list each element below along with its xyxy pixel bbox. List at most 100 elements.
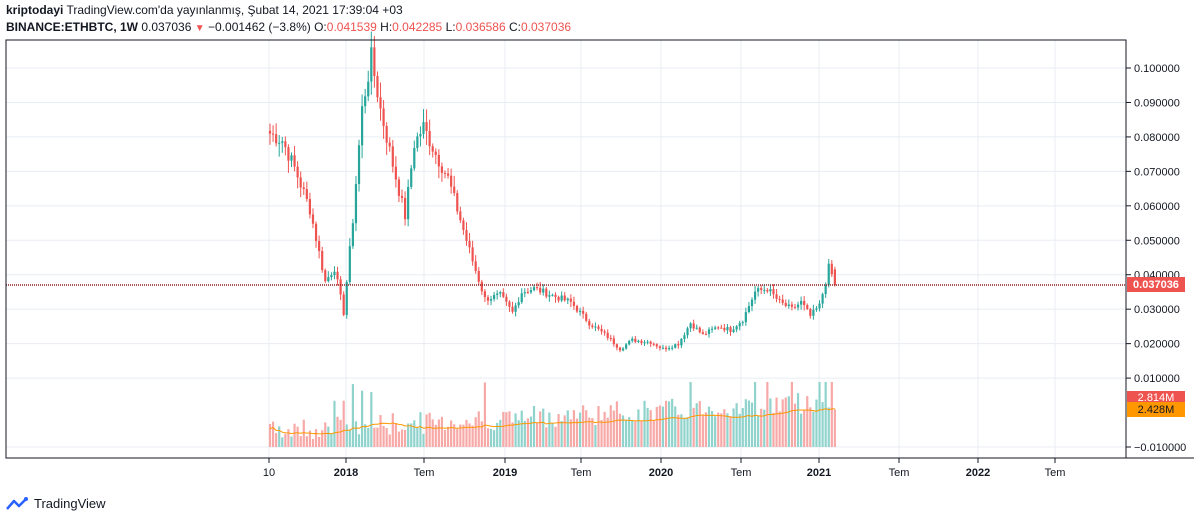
volume-bar [443, 430, 447, 447]
volume-bar [664, 400, 668, 447]
candle-body [784, 302, 787, 307]
volume-bar [284, 433, 287, 447]
author-name[interactable]: kriptodayi [6, 3, 64, 17]
candle-body [729, 327, 732, 332]
volume-bar [683, 418, 686, 447]
candle-body [446, 173, 450, 176]
candle-body [640, 340, 643, 343]
brand-name: TradingView [34, 496, 106, 511]
volume-bar [668, 401, 671, 447]
candle-body [382, 108, 385, 127]
volume-bar [486, 428, 490, 447]
volume-bar [631, 420, 634, 447]
candle-body [683, 335, 686, 339]
candle-body [290, 155, 293, 161]
candle-body [689, 323, 692, 329]
candle-body [628, 340, 631, 345]
candle-body [397, 179, 401, 196]
volume-bar [308, 430, 312, 447]
volume-bar [704, 412, 708, 447]
volume-bar [591, 418, 594, 447]
volume-bar [511, 422, 514, 447]
symbol-label[interactable]: BINANCE:ETHBTC, 1W [6, 20, 138, 34]
volume-bar [652, 420, 655, 447]
volume-bar [477, 411, 480, 447]
volume-bar [505, 412, 508, 447]
candle-body [419, 133, 422, 137]
volume-bar [293, 423, 296, 447]
volume-bar [597, 406, 600, 447]
price-marker: 0.037036 [1127, 277, 1185, 292]
volume-bar [370, 392, 373, 447]
candles [268, 31, 836, 353]
candle-body [450, 175, 453, 187]
volume-bar [775, 397, 778, 447]
candle-body [585, 313, 588, 321]
close-value: 0.037036 [521, 20, 572, 34]
volume-bar [609, 405, 612, 447]
volume-bar [410, 423, 413, 447]
volume-bar [271, 421, 275, 447]
volume-marker-text: 2.814M [1138, 392, 1175, 404]
volume-bar [784, 397, 787, 447]
candle-body [403, 197, 407, 220]
volume-bar [606, 417, 609, 447]
volume-bar [689, 382, 692, 447]
candle-body [345, 282, 348, 315]
candle-body [763, 289, 766, 291]
volume-bar [499, 419, 502, 447]
volume-bar [281, 437, 284, 447]
volume-bar [701, 414, 704, 447]
candle-body [821, 294, 824, 304]
volume-bar [324, 422, 327, 447]
candle-body [557, 296, 560, 301]
candle-body [827, 263, 830, 285]
candle-body [305, 189, 308, 199]
candle-body [422, 122, 425, 134]
volume-bar [419, 412, 422, 447]
candle-body [671, 347, 674, 349]
candle-body [465, 229, 468, 241]
candle-body [609, 337, 612, 339]
volume-bar [290, 436, 293, 447]
grid-lines [6, 40, 1126, 458]
candle-body [499, 292, 502, 294]
volume-bar [628, 417, 631, 447]
volume-bar [803, 410, 806, 447]
volume-bar [821, 402, 824, 447]
candle-body [668, 348, 671, 350]
candle-body [511, 306, 514, 312]
price-change: −0.001462 (−3.8%) [208, 20, 311, 34]
x-tick-label: 2022 [966, 467, 990, 479]
volume-bar [493, 430, 496, 447]
volume-bar [575, 418, 579, 447]
candle-body [809, 308, 812, 316]
candle-body [655, 344, 658, 347]
publish-info: TradingView.com'da yayınlanmış, Şubat 14… [66, 3, 403, 17]
candle-body [385, 126, 388, 143]
volume-bar [557, 414, 560, 447]
volume-bar [480, 421, 483, 447]
candle-body [361, 106, 364, 146]
candle-body [542, 288, 545, 293]
volume-bar [548, 412, 551, 447]
price-marker-bg [1127, 277, 1185, 292]
time-axis[interactable]: 10 2018 Tem 2019 Tem 2020 Tem 2021 Tem 2022 Tem [263, 458, 1066, 479]
candle-body [643, 342, 646, 344]
candle-body [339, 279, 342, 295]
volume-bar [520, 410, 523, 447]
candle-body [830, 263, 833, 275]
volume-bar [526, 418, 529, 447]
candle-body [351, 223, 354, 247]
volume-bar [723, 409, 726, 447]
volume-bar [327, 426, 330, 447]
footer-brand[interactable]: TradingView [6, 496, 106, 511]
volume-bar [314, 429, 318, 447]
volume-bar [735, 403, 738, 447]
volume-bar [717, 412, 720, 447]
volume-bar [529, 416, 533, 447]
x-tick-label: Tem [414, 467, 435, 479]
publish-line: kriptodayi TradingView.com'da yayınlanmı… [6, 2, 571, 19]
volume-bar [299, 436, 302, 447]
